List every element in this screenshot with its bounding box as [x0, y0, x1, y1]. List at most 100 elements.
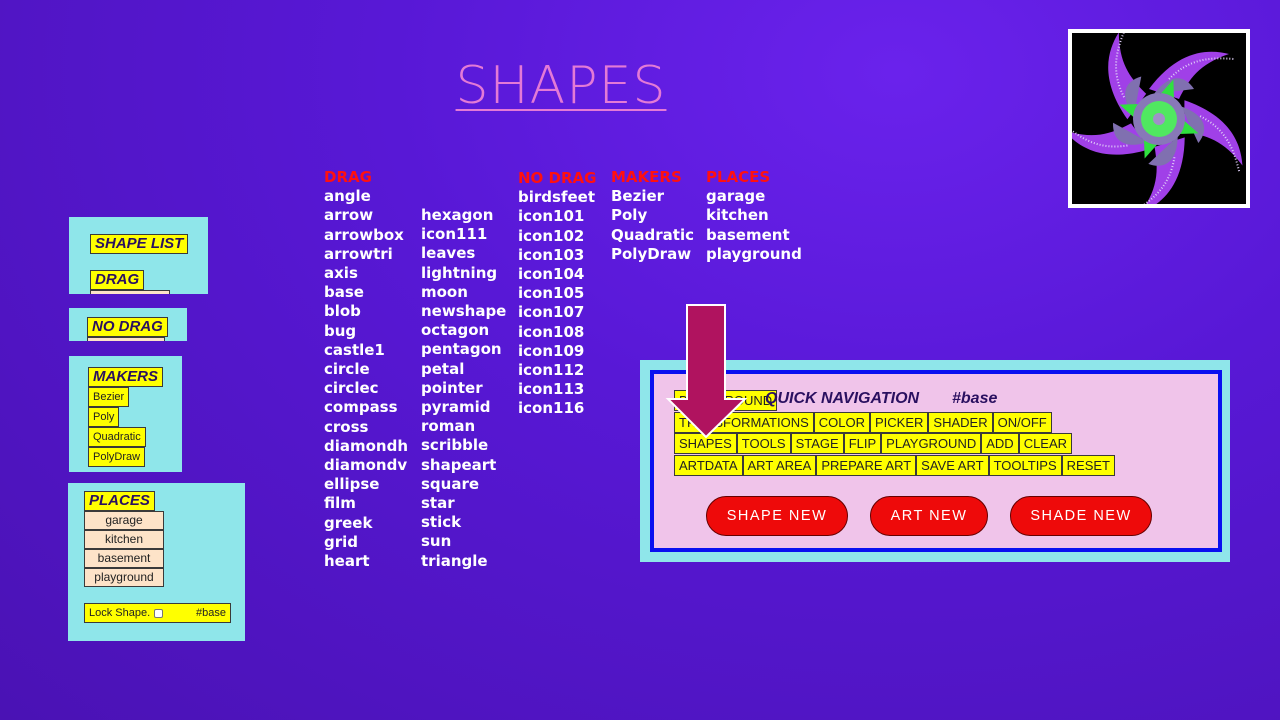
shape-list-link[interactable]: Bezier — [611, 187, 665, 206]
shape-list-link[interactable]: icon102 — [518, 226, 585, 245]
shape-list-link[interactable]: octagon — [421, 321, 490, 340]
shape-list-link[interactable]: playground — [706, 244, 802, 263]
drag-list-item[interactable] — [90, 290, 170, 294]
nav-button-color[interactable]: COLOR — [813, 412, 870, 433]
places-column: PLACES garage kitchen basement playground — [706, 168, 802, 264]
nav-button-picker[interactable]: PICKER — [870, 412, 929, 433]
no-drag-list-item[interactable] — [87, 337, 165, 341]
shape-list-link[interactable]: pentagon — [421, 340, 502, 359]
maker-poly[interactable]: Poly — [88, 407, 120, 427]
shape-list-link[interactable]: cross — [324, 417, 369, 436]
shape-new-button[interactable]: SHAPE NEW — [706, 496, 848, 536]
shape-list-link[interactable]: castle1 — [324, 340, 385, 359]
shape-list-link[interactable]: icon104 — [518, 265, 585, 284]
shape-list-link[interactable]: axis — [324, 264, 358, 283]
drag-column: DRAG angle arrow arrowbox arrowtri axis base b… — [324, 168, 408, 571]
shape-list-link[interactable]: Poly — [611, 206, 648, 225]
shape-list-link[interactable]: moon — [421, 282, 468, 301]
nav-button-clear[interactable]: CLEAR — [1018, 433, 1073, 454]
lock-shape-bar: Lock Shape. #base — [84, 603, 231, 623]
places-button[interactable]: PLACES — [84, 491, 155, 511]
shape-list-link[interactable]: shapeart — [421, 455, 497, 474]
shape-list-link[interactable]: triangle — [421, 551, 488, 570]
nav-button-artdata[interactable]: ARTDATA — [674, 455, 743, 476]
shape-list-link[interactable]: petal — [421, 359, 465, 378]
shape-list-link[interactable]: pyramid — [421, 398, 491, 417]
maker-bezier[interactable]: Bezier — [88, 387, 130, 407]
shape-list-link[interactable]: grid — [324, 532, 359, 551]
place-kitchen[interactable]: kitchen — [84, 530, 164, 549]
nav-button-add[interactable]: ADD — [981, 433, 1019, 454]
shape-list-link[interactable]: angle — [324, 187, 371, 206]
makers-button[interactable]: MAKERS — [88, 367, 164, 387]
shade-new-button[interactable]: SHADE NEW — [1010, 496, 1152, 536]
shape-list-link[interactable]: icon108 — [518, 322, 585, 341]
shape-list-link[interactable]: diamondh — [324, 436, 409, 455]
shape-list-link[interactable]: basement — [706, 225, 790, 244]
shape-list-link[interactable]: icon109 — [518, 341, 585, 360]
nav-button-art-area[interactable]: ART AREA — [742, 455, 817, 476]
shape-list-link[interactable]: icon105 — [518, 284, 585, 303]
lock-hash: #base — [196, 607, 226, 619]
nav-button-playground[interactable]: PLAYGROUND — [881, 433, 982, 454]
shape-list-link[interactable]: PolyDraw — [611, 244, 692, 263]
shape-list-link[interactable]: stick — [421, 513, 462, 532]
quick-navigation-hash: #base — [952, 390, 998, 407]
shape-list-link[interactable]: pointer — [421, 378, 483, 397]
nav-button-shapes[interactable]: SHAPES — [674, 433, 737, 454]
nav-button-save-art[interactable]: SAVE ART — [916, 455, 989, 476]
place-playground[interactable]: playground — [84, 568, 164, 587]
shape-list-link[interactable]: heart — [324, 552, 370, 571]
shape-list-link[interactable]: newshape — [421, 302, 507, 321]
shape-list-link[interactable]: birdsfeet — [518, 188, 595, 207]
shape-list-link[interactable]: star — [421, 494, 455, 513]
shape-list-link[interactable]: ellipse — [324, 475, 380, 494]
maker-quadratic[interactable]: Quadratic — [88, 427, 146, 447]
nav-button-flip[interactable]: FLIP — [843, 433, 882, 454]
place-garage[interactable]: garage — [84, 511, 164, 530]
shape-list-link[interactable]: leaves — [421, 244, 476, 263]
shape-list-link[interactable]: greek — [324, 513, 373, 532]
shape-list-link[interactable]: kitchen — [706, 206, 769, 225]
shape-list-link[interactable]: scribble — [421, 436, 489, 455]
shape-list-link[interactable]: circlec — [324, 379, 379, 398]
shape-list-link[interactable]: icon112 — [518, 361, 585, 380]
art-new-button[interactable]: ART NEW — [870, 496, 988, 536]
drag-button[interactable]: DRAG — [90, 270, 145, 290]
shape-list-link[interactable]: garage — [706, 187, 766, 206]
nav-button-stage[interactable]: STAGE — [790, 433, 844, 454]
shape-list-link[interactable]: icon113 — [518, 380, 585, 399]
shape-list-link[interactable]: icon116 — [518, 399, 585, 418]
shape-list-link[interactable]: icon101 — [518, 207, 585, 226]
shape-list-link[interactable]: compass — [324, 398, 398, 417]
shape-list-link[interactable]: icon107 — [518, 303, 585, 322]
shape-list-link[interactable]: circle — [324, 360, 370, 379]
nav-button-shader[interactable]: SHADER — [928, 412, 993, 433]
shape-list-link[interactable]: icon111 — [421, 225, 488, 244]
maker-polydraw[interactable]: PolyDraw — [88, 447, 146, 467]
shape-list-link[interactable]: bug — [324, 321, 357, 340]
lock-shape-checkbox[interactable] — [154, 608, 164, 618]
shape-list-link[interactable]: arrowbox — [324, 225, 404, 244]
nav-button-tools[interactable]: TOOLS — [736, 433, 791, 454]
shape-list-link[interactable]: film — [324, 494, 356, 513]
no-drag-button[interactable]: NO DRAG — [87, 317, 168, 337]
nav-button-tooltips[interactable]: TOOLTIPS — [988, 455, 1062, 476]
shape-list-link[interactable]: arrow — [324, 206, 374, 225]
place-basement[interactable]: basement — [84, 549, 164, 568]
shape-list-link[interactable]: arrowtri — [324, 244, 393, 263]
shape-list-link[interactable]: icon103 — [518, 245, 585, 264]
shape-list-link[interactable]: Quadratic — [611, 225, 695, 244]
nav-button-on-off[interactable]: ON/OFF — [992, 412, 1052, 433]
nav-button-prepare-art[interactable]: PREPARE ART — [816, 455, 917, 476]
shape-list-link[interactable]: square — [421, 474, 480, 493]
nav-button-reset[interactable]: RESET — [1061, 455, 1115, 476]
places-heading: PLACES — [706, 168, 771, 186]
shape-list-link[interactable]: diamondv — [324, 456, 408, 475]
shape-list-link[interactable]: hexagon — [421, 206, 494, 224]
shape-list-link[interactable]: roman — [421, 417, 476, 436]
shape-list-link[interactable]: blob — [324, 302, 361, 321]
shape-list-link[interactable]: sun — [421, 532, 452, 551]
shape-list-link[interactable]: lightning — [421, 263, 498, 282]
shape-list-link[interactable]: base — [324, 283, 364, 302]
